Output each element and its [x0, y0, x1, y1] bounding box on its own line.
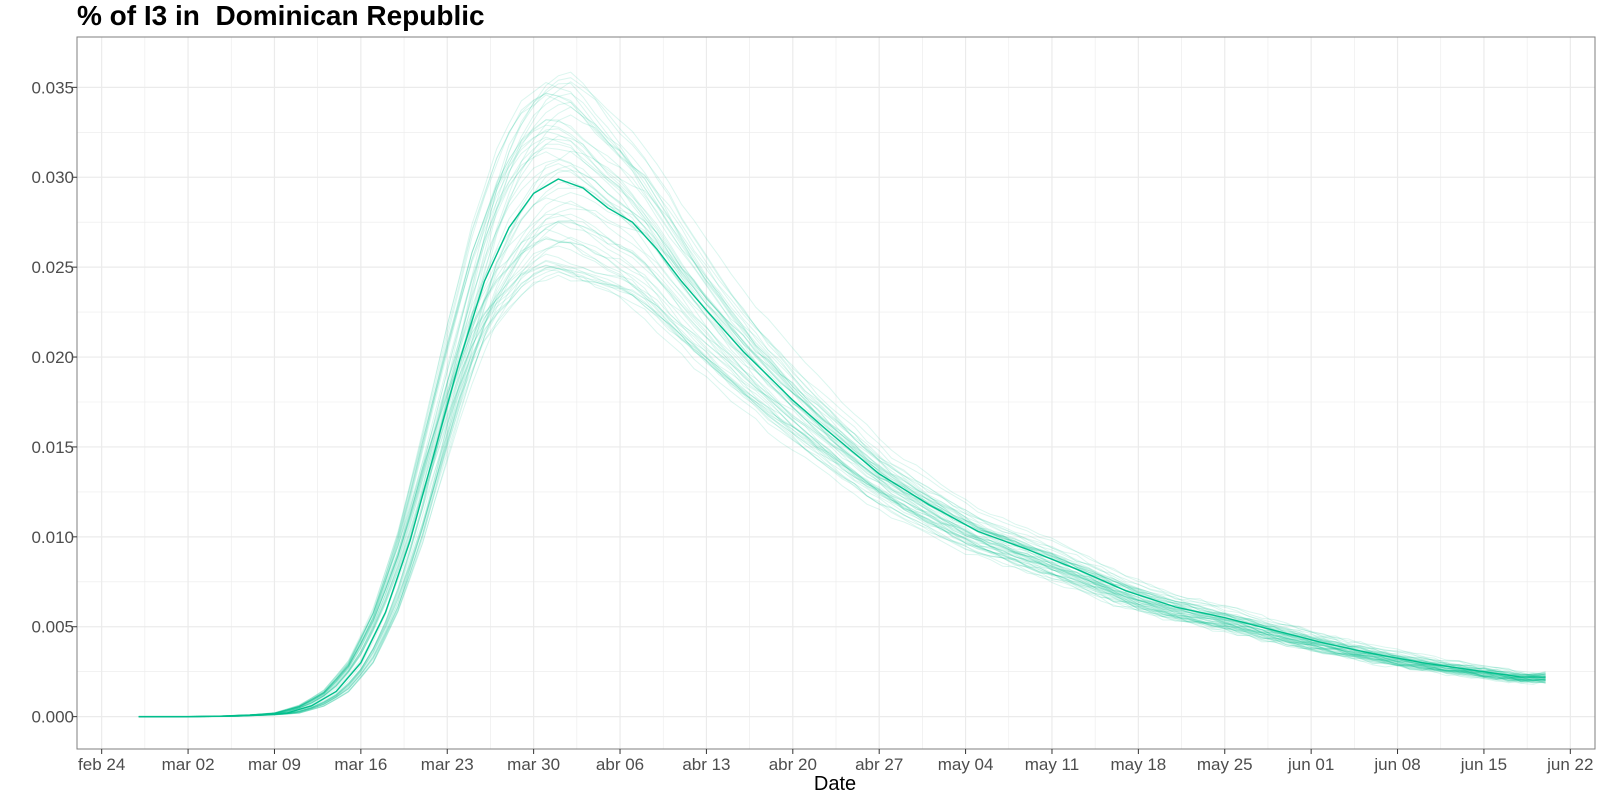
- ensemble-line: [138, 101, 1546, 718]
- ensemble-line: [138, 264, 1546, 718]
- ensemble-line: [138, 71, 1546, 718]
- ensemble-line: [138, 77, 1546, 718]
- ensemble-line: [138, 219, 1546, 718]
- plot-panel-border: [76, 36, 1596, 750]
- x-axis: feb 24 mar 02 mar 09 mar 16 mar 23 mar 30 abr …: [78, 749, 1593, 774]
- ensemble-line: [138, 164, 1546, 718]
- chart-title: % of I3 in Dominican Republic: [77, 0, 485, 31]
- x-axis-title: Date: [814, 773, 856, 795]
- y-tick-label: 0.030: [31, 168, 74, 187]
- ensemble-line: [138, 180, 1546, 718]
- ensemble-line: [138, 94, 1546, 718]
- x-tick-label: may 04: [938, 755, 994, 774]
- ensemble-line: [138, 136, 1546, 718]
- y-tick-label: 0.005: [31, 618, 74, 637]
- x-tick-label: may 11: [1025, 755, 1080, 774]
- x-tick-label: mar 30: [507, 755, 560, 774]
- ensemble-line: [138, 163, 1546, 718]
- ensemble-line: [138, 220, 1546, 718]
- ensemble-line: [138, 169, 1546, 718]
- ensemble-line: [138, 267, 1546, 718]
- ensemble-line: [138, 260, 1546, 718]
- x-tick-label: abr 13: [682, 755, 730, 774]
- x-tick-label: may 18: [1110, 755, 1166, 774]
- x-tick-label: abr 20: [769, 755, 817, 774]
- ensemble-line: [138, 268, 1546, 718]
- ensemble-line: [138, 93, 1546, 718]
- ensemble-line: [138, 213, 1546, 718]
- x-tick-label: jun 01: [1287, 755, 1334, 774]
- ensemble-line: [138, 208, 1546, 718]
- y-tick-label: 0.000: [31, 708, 74, 727]
- ensemble-line: [138, 135, 1546, 718]
- ensemble-line: [138, 221, 1546, 718]
- ensemble-line: [138, 143, 1546, 718]
- ensemble-lines: [138, 71, 1546, 718]
- ensemble-line: [138, 241, 1546, 718]
- ensemble-line: [138, 92, 1546, 718]
- ensemble-line: [138, 130, 1546, 718]
- ensemble-line: [138, 106, 1546, 718]
- ensemble-line: [138, 222, 1546, 718]
- ensemble-line: [138, 119, 1546, 718]
- ensemble-line: [138, 119, 1546, 718]
- ensemble-line: [138, 92, 1546, 718]
- y-tick-label: 0.025: [31, 258, 74, 277]
- ensemble-line: [138, 191, 1546, 718]
- ensemble-line: [138, 264, 1546, 718]
- ensemble-line: [138, 158, 1546, 718]
- x-tick-label: mar 02: [162, 755, 215, 774]
- y-axis: 0.000 0.005 0.010 0.015 0.020 0.025 0.030 0.035: [31, 78, 77, 727]
- ensemble-line: [138, 138, 1546, 718]
- x-tick-label: jun 22: [1546, 755, 1593, 774]
- x-tick-label: mar 23: [421, 755, 474, 774]
- ensemble-line: [138, 187, 1546, 718]
- ensemble-line: [138, 267, 1546, 718]
- x-tick-label: mar 16: [334, 755, 387, 774]
- y-tick-label: 0.020: [31, 348, 74, 367]
- y-tick-label: 0.035: [31, 78, 74, 97]
- ensemble-line: [138, 274, 1546, 718]
- y-tick-label: 0.010: [31, 528, 74, 547]
- series-lines: [138, 178, 1546, 718]
- ensemble-line: [138, 259, 1546, 718]
- ensemble-line: [138, 253, 1546, 718]
- x-tick-label: jun 08: [1373, 755, 1420, 774]
- ensemble-line: [138, 151, 1546, 718]
- x-tick-label: mar 09: [248, 755, 301, 774]
- ensemble-line: [138, 114, 1546, 718]
- ensemble-line: [138, 82, 1546, 718]
- x-tick-label: abr 06: [596, 755, 644, 774]
- x-tick-label: may 25: [1197, 755, 1253, 774]
- x-tick-label: feb 24: [78, 755, 125, 774]
- ensemble-line: [138, 265, 1546, 718]
- ensemble-line: [138, 124, 1546, 718]
- ensemble-line: [138, 228, 1546, 718]
- ensemble-line: [138, 236, 1546, 718]
- ensemble-line: [138, 237, 1546, 718]
- ensemble-line: [138, 200, 1546, 718]
- ensemble-line: [138, 213, 1546, 718]
- ensemble-line: [138, 150, 1546, 718]
- ensemble-line: [138, 238, 1546, 718]
- series-line: [138, 178, 1546, 718]
- ensemble-line: [138, 245, 1546, 718]
- ensemble-line: [138, 128, 1546, 718]
- x-tick-label: jun 15: [1460, 755, 1507, 774]
- y-tick-label: 0.015: [31, 438, 74, 457]
- ensemble-line: [138, 81, 1546, 718]
- grid-lines: [77, 37, 1595, 749]
- x-tick-label: abr 27: [855, 755, 903, 774]
- ensemble-line: [138, 236, 1546, 718]
